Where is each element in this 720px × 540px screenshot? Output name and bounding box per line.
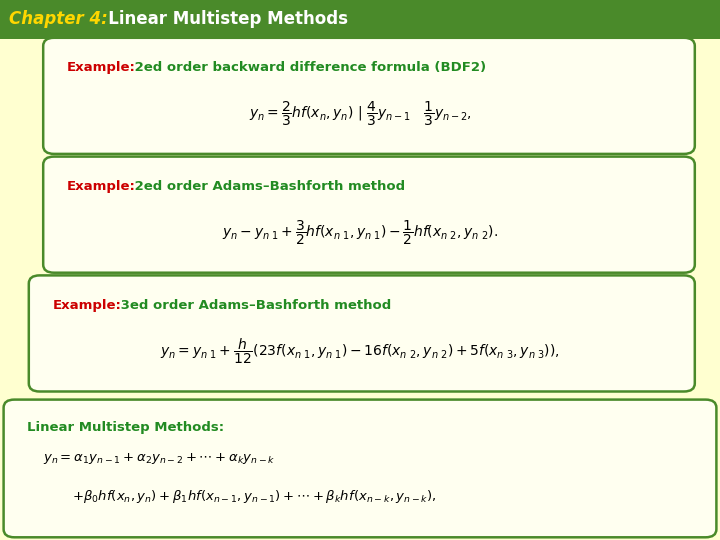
Text: Linear Multistep Methods:: Linear Multistep Methods: xyxy=(27,421,225,434)
FancyBboxPatch shape xyxy=(0,0,720,39)
Text: $y_n = \dfrac{2}{3}hf(x_n,y_n) \ |\ \dfrac{4}{3}y_{n-1} \quad \dfrac{1}{3}y_{n-2: $y_n = \dfrac{2}{3}hf(x_n,y_n) \ |\ \dfr… xyxy=(248,100,472,128)
Text: Linear Multistep Methods: Linear Multistep Methods xyxy=(91,10,348,29)
Text: 3ed order Adams–Bashforth method: 3ed order Adams–Bashforth method xyxy=(116,299,391,312)
Text: $+ \beta_0 hf(x_n,y_n) + \beta_1 hf(x_{n-1},y_{n-1}) + \cdots + \beta_k hf(x_{n-: $+ \beta_0 hf(x_n,y_n) + \beta_1 hf(x_{n… xyxy=(72,488,437,505)
Text: Example:: Example: xyxy=(53,299,122,312)
Text: $y_n - y_{n\ 1} +\dfrac{3}{2}hf(x_{n\ 1},y_{n\ 1}) - \dfrac{1}{2}hf(x_{n\ 2},y_{: $y_n - y_{n\ 1} +\dfrac{3}{2}hf(x_{n\ 1}… xyxy=(222,219,498,247)
FancyBboxPatch shape xyxy=(43,157,695,273)
Text: Example:: Example: xyxy=(67,180,136,193)
Text: Chapter 4:: Chapter 4: xyxy=(9,10,108,29)
FancyBboxPatch shape xyxy=(43,38,695,154)
FancyBboxPatch shape xyxy=(29,275,695,391)
Text: 2ed order backward difference formula (BDF2): 2ed order backward difference formula (B… xyxy=(130,61,487,74)
Text: 2ed order Adams–Bashforth method: 2ed order Adams–Bashforth method xyxy=(130,180,405,193)
Text: Example:: Example: xyxy=(67,61,136,74)
Text: $y_n = y_{n\ 1} + \dfrac{h}{12}\left(23f(x_{n\ 1},y_{n\ 1}) - 16f(x_{n\ 2},y_{n\: $y_n = y_{n\ 1} + \dfrac{h}{12}\left(23f… xyxy=(160,337,560,366)
FancyBboxPatch shape xyxy=(4,400,716,537)
Text: $y_n = \alpha_1 y_{n-1} + \alpha_2 y_{n-2} + \cdots + \alpha_k y_{n-k}$: $y_n = \alpha_1 y_{n-1} + \alpha_2 y_{n-… xyxy=(43,451,276,466)
